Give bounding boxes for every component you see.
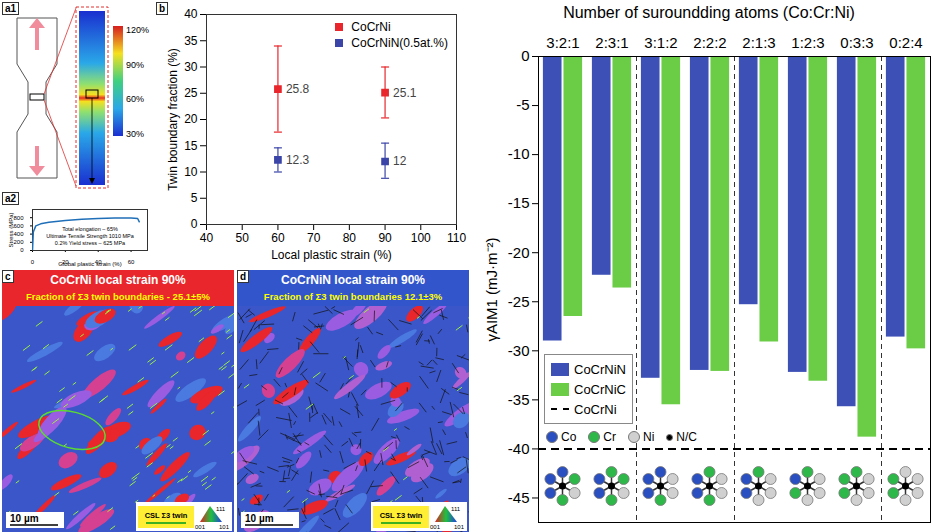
svg-text:60: 60 [271,231,285,245]
svg-text:5: 5 [191,191,198,205]
svg-text:0:3:3: 0:3:3 [840,34,873,51]
html-text:CoCrNiN(0.5at.%): CoCrNiN(0.5at.%) [351,36,448,50]
svg-text:12: 12 [393,154,407,168]
svg-text:CSL Σ3 twin: CSL Σ3 twin [380,511,423,520]
svg-text:70: 70 [307,231,321,245]
svg-text:0.2% Yield stress – 625 MPa: 0.2% Yield stress – 625 MPa [55,240,126,246]
svg-text:Fraction of Σ3 twin boundaries: Fraction of Σ3 twin boundaries - 25.1±5% [26,291,211,302]
svg-text:0: 0 [20,247,24,253]
svg-text:Fraction of Σ3 twin boundaries: Fraction of Σ3 twin boundaries 12.1±3% [264,291,443,302]
svg-text:120%: 120% [126,25,149,35]
html-text:Co: Co [561,430,577,445]
svg-text:3:1:2: 3:1:2 [644,34,677,51]
svg-text:Global plastic strain (%): Global plastic strain (%) [58,261,121,267]
svg-text:90: 90 [378,231,392,245]
svg-text:10 µm: 10 µm [10,513,39,524]
svg-text:2:2:2: 2:2:2 [693,34,726,51]
svg-text:2:3:1: 2:3:1 [595,34,628,51]
svg-text:001: 001 [430,524,441,530]
svg-text:30%: 30% [126,129,144,139]
svg-text:0: 0 [521,47,529,64]
svg-text:12.3: 12.3 [286,153,310,167]
svg-text:600: 600 [13,223,24,229]
svg-text:-20: -20 [508,244,530,261]
html-text:Ni: Ni [643,430,655,445]
svg-text:25.1: 25.1 [393,86,417,100]
svg-text:40: 40 [200,231,214,245]
svg-text:CoCrNiN local strain 90%: CoCrNiN local strain 90% [281,273,425,287]
svg-text:800: 800 [13,215,24,221]
html-text:a2: a2 [5,193,17,204]
svg-text:25: 25 [184,86,198,100]
svg-text:CSL Σ3 twin: CSL Σ3 twin [145,511,188,520]
svg-text:400: 400 [13,231,24,237]
svg-text:2:1:3: 2:1:3 [742,34,775,51]
svg-text:0: 0 [31,259,35,265]
svg-text:-40: -40 [508,440,530,457]
svg-text:50: 50 [236,231,250,245]
svg-text:40: 40 [184,7,198,21]
svg-text:-45: -45 [508,489,530,506]
svg-text:γAIM1 (mJ·m⁻²): γAIM1 (mJ·m⁻²) [483,237,500,341]
svg-text:0: 0 [191,217,198,231]
svg-text:-25: -25 [508,293,530,310]
svg-text:80: 80 [343,231,357,245]
html-text:d: d [240,271,247,282]
svg-text:Total elongation – 65%: Total elongation – 65% [62,226,118,232]
html-text:CoCrNiN: CoCrNiN [574,361,626,377]
svg-text:-15: -15 [508,194,530,211]
svg-text:-35: -35 [508,391,530,408]
svg-text:Twin boundary fraction (%): Twin boundary fraction (%) [166,48,180,191]
html-text:Number of suroundding atoms (C: Number of suroundding atoms (Co:Cr:Ni) [563,4,855,21]
html-text:Cr: Cr [603,430,616,445]
svg-text:Ultimate Tensile Strength 1010: Ultimate Tensile Strength 1010 MPa [46,233,135,239]
svg-text:60: 60 [128,259,135,265]
html-text:CoCrNi: CoCrNi [351,20,391,34]
svg-text:1:2:3: 1:2:3 [791,34,824,51]
svg-text:111: 111 [216,506,226,512]
svg-text:10 µm: 10 µm [245,513,274,524]
svg-text:15: 15 [184,139,198,153]
svg-text:-5: -5 [516,96,529,113]
svg-text:Local plastic strain (%): Local plastic strain (%) [271,248,392,262]
svg-text:20: 20 [184,112,198,126]
svg-text:10: 10 [184,165,198,179]
svg-text:100: 100 [411,231,431,245]
svg-text:30: 30 [184,60,198,74]
html-text:c: c [5,271,11,282]
html-text:b: b [159,3,166,14]
html-text:N/C: N/C [676,430,697,445]
svg-text:60%: 60% [126,94,144,104]
html-text:a1: a1 [5,3,17,14]
svg-text:-10: -10 [508,145,530,162]
svg-text:001: 001 [195,524,206,530]
svg-text:90%: 90% [126,60,144,70]
svg-text:101: 101 [454,524,465,530]
html-text:CoCrNiC: CoCrNiC [574,381,626,397]
svg-text:CoCrNi local strain 90%: CoCrNi local strain 90% [50,273,186,287]
svg-text:3:2:1: 3:2:1 [546,34,579,51]
svg-text:101: 101 [219,524,230,530]
svg-text:200: 200 [13,239,24,245]
svg-text:25.8: 25.8 [286,82,310,96]
svg-text:0:2:4: 0:2:4 [889,34,922,51]
svg-text:111: 111 [451,506,461,512]
html-text:CoCrNi: CoCrNi [574,401,617,417]
svg-text:110: 110 [447,231,466,245]
svg-text:Stress (MPa): Stress (MPa) [8,212,14,247]
svg-text:35: 35 [184,34,198,48]
svg-text:-30: -30 [508,342,530,359]
